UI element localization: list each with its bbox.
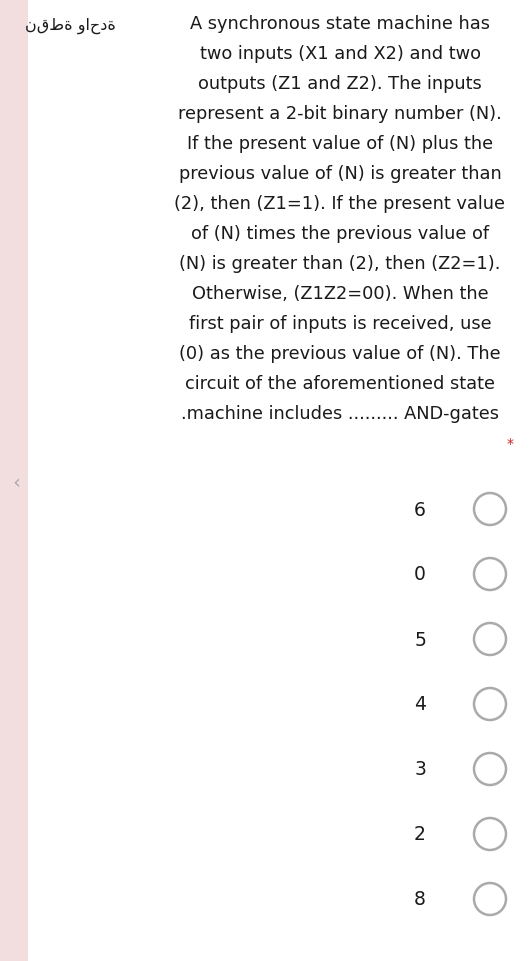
Text: represent a 2-bit binary number (N).: represent a 2-bit binary number (N). (178, 105, 502, 123)
Text: of (N) times the previous value of: of (N) times the previous value of (191, 225, 489, 243)
Text: 4: 4 (414, 695, 426, 714)
Text: (2), then (Z1=1). If the present value: (2), then (Z1=1). If the present value (175, 195, 506, 212)
Text: 3: 3 (414, 760, 426, 778)
Text: .machine includes ......... AND-gates: .machine includes ......... AND-gates (181, 405, 499, 423)
Text: Otherwise, (Z1Z2=00). When the: Otherwise, (Z1Z2=00). When the (191, 284, 488, 303)
Text: 8: 8 (414, 890, 426, 908)
Text: نقطة واحدة: نقطة واحدة (24, 18, 115, 35)
Text: If the present value of (N) plus the: If the present value of (N) plus the (187, 135, 493, 153)
Text: 0: 0 (414, 565, 426, 584)
Text: (N) is greater than (2), then (Z2=1).: (N) is greater than (2), then (Z2=1). (179, 255, 500, 273)
Text: 2: 2 (414, 825, 426, 844)
Text: first pair of inputs is received, use: first pair of inputs is received, use (189, 314, 491, 333)
Text: ›: › (10, 471, 18, 490)
Bar (0, 0, 28, 961)
Text: *: * (506, 436, 514, 451)
Text: A synchronous state machine has: A synchronous state machine has (190, 15, 490, 33)
Text: 5: 5 (414, 629, 426, 649)
Text: two inputs (X1 and X2) and two: two inputs (X1 and X2) and two (199, 45, 480, 62)
Text: circuit of the aforementioned state: circuit of the aforementioned state (185, 375, 495, 393)
Text: 6: 6 (414, 500, 426, 519)
Text: outputs (Z1 and Z2). The inputs: outputs (Z1 and Z2). The inputs (198, 75, 482, 93)
Text: previous value of (N) is greater than: previous value of (N) is greater than (179, 165, 501, 183)
Text: (0) as the previous value of (N). The: (0) as the previous value of (N). The (179, 345, 501, 362)
